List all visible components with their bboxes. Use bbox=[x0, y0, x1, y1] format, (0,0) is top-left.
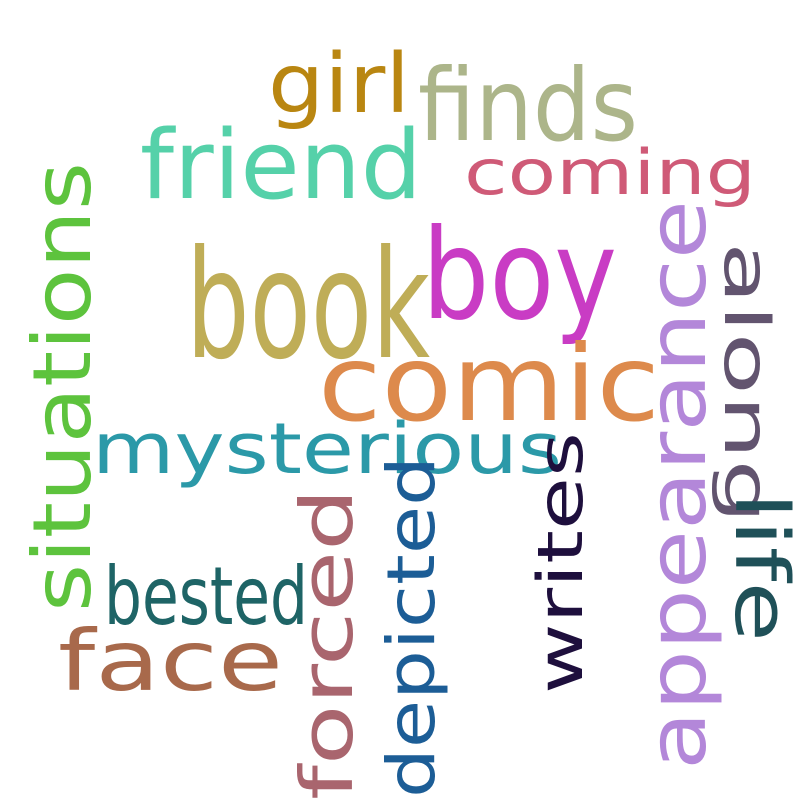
word-girl: girl bbox=[268, 37, 410, 132]
word-friend: friend bbox=[140, 111, 422, 221]
word-along: along bbox=[710, 242, 783, 524]
word-bested: bested bbox=[104, 550, 308, 643]
word-coming: coming bbox=[464, 136, 756, 209]
word-finds: finds bbox=[418, 47, 638, 164]
word-forced: forced bbox=[285, 488, 369, 800]
word-book: book bbox=[186, 219, 430, 393]
word-situations: situations bbox=[16, 162, 109, 612]
word-comic: comic bbox=[318, 323, 660, 445]
word-face: face bbox=[58, 612, 283, 710]
word-writes: writes bbox=[524, 432, 597, 694]
word-boy: boy bbox=[422, 203, 617, 348]
word-life: life bbox=[718, 492, 796, 642]
word-depicted: depicted bbox=[373, 456, 450, 798]
word-appearance: appearance bbox=[631, 200, 724, 770]
word-mysterious: mysterious bbox=[92, 408, 562, 490]
